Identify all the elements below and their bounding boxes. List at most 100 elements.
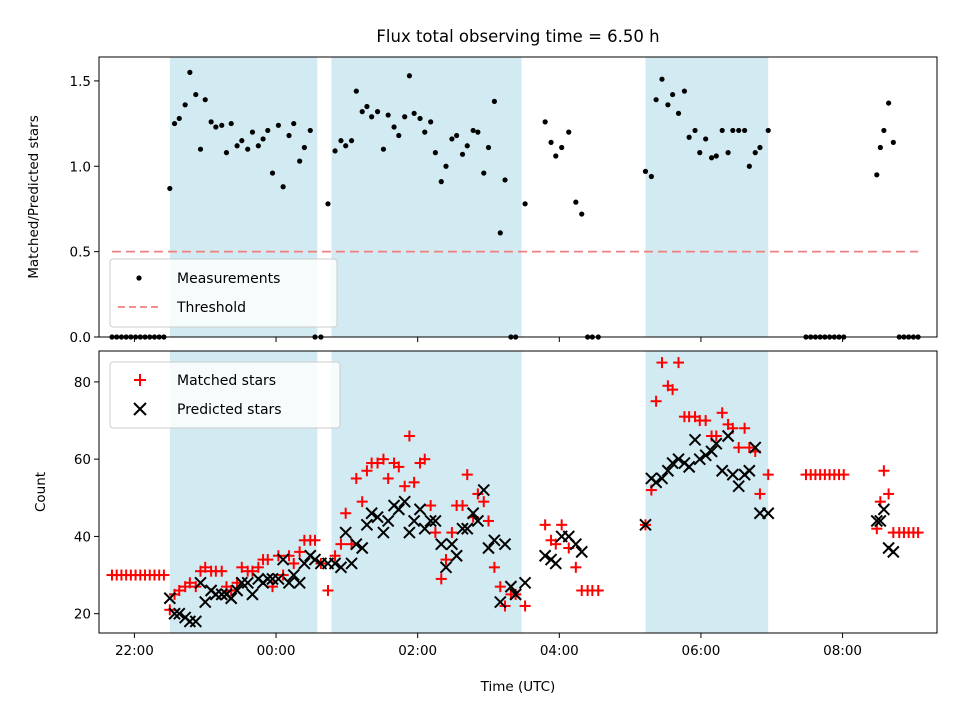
- top-y-axis-label: Matched/Predicted stars: [26, 115, 42, 278]
- predicted-star-point: [365, 507, 378, 520]
- measurement-point: [736, 127, 742, 134]
- matched-star-point: [216, 565, 228, 577]
- measurement-point: [187, 69, 193, 75]
- predicted-star-point: [293, 576, 306, 589]
- x-stroke: [241, 576, 254, 589]
- predicted-star-point: [413, 503, 427, 516]
- predicted-star-point: [762, 507, 775, 520]
- x-tick-label: 00:00: [257, 643, 296, 659]
- measurement-point: [301, 144, 307, 151]
- x-tick-label: 08:00: [823, 643, 862, 659]
- matched-star-point: [716, 407, 728, 419]
- x-stroke: [732, 479, 745, 493]
- matched-star-point: [309, 534, 321, 546]
- matched-star-point: [482, 515, 494, 527]
- bottom-star-count-points: [106, 357, 924, 628]
- matched-star-point: [519, 600, 531, 612]
- x-stroke: [189, 615, 202, 628]
- measurement-point: [428, 119, 434, 125]
- x-stroke: [649, 476, 663, 489]
- x-stroke: [365, 507, 378, 520]
- x-stroke: [488, 534, 501, 547]
- predicted-star-point: [494, 595, 507, 609]
- x-stroke: [498, 537, 512, 551]
- x-stroke: [371, 510, 384, 524]
- matched-star-point: [440, 554, 452, 566]
- matched-star-point: [656, 357, 668, 369]
- x-stroke: [749, 441, 762, 454]
- measurement-point: [406, 73, 413, 79]
- measurement-point: [653, 97, 659, 103]
- measurement-point: [553, 153, 559, 159]
- measurement-point: [291, 120, 297, 127]
- measurement-point: [890, 139, 896, 145]
- x-stroke: [445, 537, 459, 551]
- measurement-point: [411, 110, 417, 116]
- measurement-point: [374, 109, 381, 115]
- predicted-star-point: [877, 503, 891, 516]
- measurement-point: [297, 158, 303, 164]
- predicted-star-point: [518, 576, 532, 589]
- x-stroke: [538, 549, 552, 562]
- predicted-star-point: [424, 514, 437, 528]
- x-stroke: [413, 503, 427, 516]
- measurement-point: [497, 230, 503, 236]
- predicted-star-point: [504, 580, 518, 593]
- x-stroke: [194, 576, 207, 589]
- matched-star-point: [710, 430, 722, 442]
- predicted-star-point: [726, 468, 740, 481]
- matched-star-point: [446, 527, 458, 539]
- bottom-y-axis-label: Count: [33, 472, 49, 512]
- x-axis-label: Time (UTC): [480, 679, 556, 695]
- x-stroke: [672, 452, 685, 466]
- matched-star-point: [457, 500, 469, 512]
- measurement-point: [642, 168, 649, 174]
- predicted-star-point: [471, 514, 485, 528]
- predicted-star-point: [287, 568, 300, 582]
- x-stroke: [339, 526, 352, 539]
- predicted-star-point: [661, 464, 675, 477]
- x-stroke: [287, 568, 300, 582]
- predicted-star-point: [371, 510, 384, 524]
- matched-star-point: [478, 496, 490, 508]
- measurement-point: [692, 127, 698, 134]
- measurement-point: [275, 122, 282, 128]
- x-stroke: [477, 483, 490, 497]
- top-y-ticks: 0.0 0.5 1.0 1.5: [70, 74, 99, 346]
- measurement-point: [255, 143, 261, 149]
- matched-star-point: [288, 557, 300, 569]
- predicted-star-point: [339, 526, 352, 539]
- matched-star-point: [592, 585, 604, 597]
- matched-star-point: [335, 538, 347, 550]
- matched-star-point: [252, 561, 264, 573]
- matched-star-point: [361, 465, 373, 477]
- predicted-star-point: [639, 518, 652, 532]
- matched-star-point: [340, 507, 352, 519]
- predicted-star-point: [282, 576, 296, 589]
- x-stroke: [549, 557, 562, 570]
- matched-star-point: [435, 573, 447, 585]
- matched-star-point: [262, 554, 274, 566]
- matched-star-point: [158, 569, 170, 581]
- predicted-star-point: [477, 483, 490, 497]
- measurement-point: [708, 155, 715, 161]
- predicted-star-point: [569, 537, 583, 551]
- matched-star-point: [488, 561, 500, 573]
- measurement-point: [208, 119, 214, 125]
- measurement-point: [338, 138, 344, 144]
- bottom-legend: Matched stars Predicted stars: [109, 361, 341, 429]
- predicted-star-point: [355, 541, 369, 555]
- x-stroke: [877, 503, 891, 516]
- predicted-star-point: [407, 514, 421, 528]
- x-stroke: [261, 572, 274, 586]
- bottom-x-ticks: 22:00 00:00 02:00 04:00 06:00 08:00: [115, 633, 862, 659]
- predicted-star-point: [721, 429, 735, 443]
- x-stroke: [693, 452, 706, 466]
- measurement-point: [470, 127, 476, 134]
- x-stroke: [688, 433, 702, 447]
- matched-star-point: [399, 480, 411, 492]
- measurement-point: [438, 179, 444, 185]
- matched-star-point: [329, 550, 341, 562]
